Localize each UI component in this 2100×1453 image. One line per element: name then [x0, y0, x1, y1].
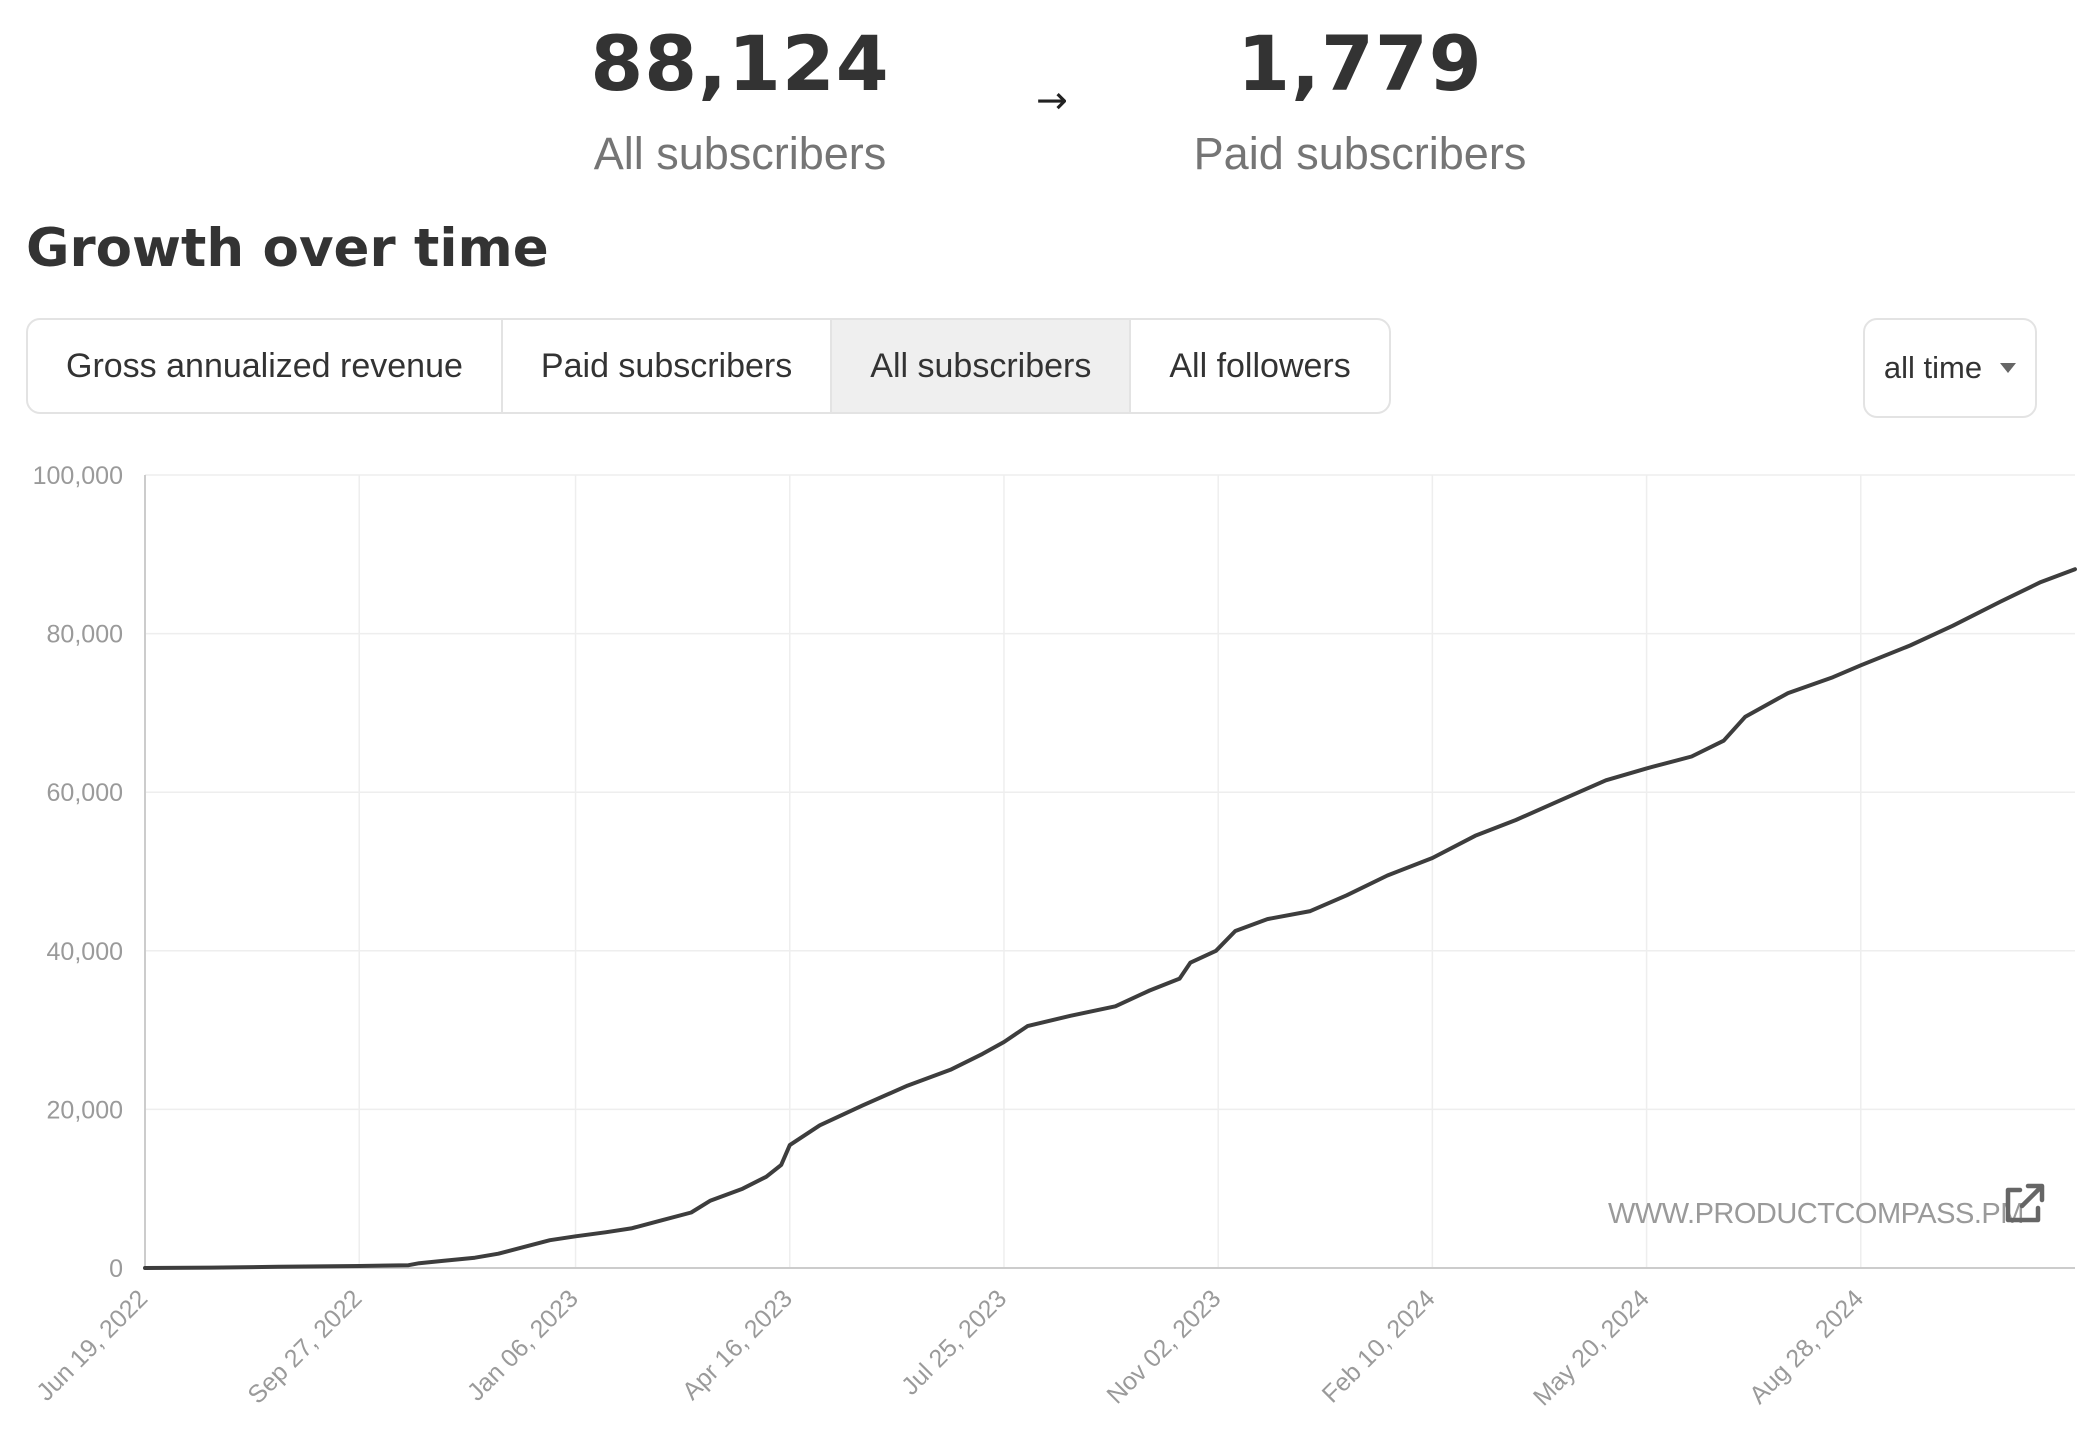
x-tick-label: Apr 16, 2023	[677, 1284, 798, 1405]
arrow-right-icon: →	[1036, 78, 1068, 122]
y-tick-label: 80,000	[47, 621, 123, 649]
paid-subscribers-value: 1,779	[1237, 19, 1483, 108]
tab-all-followers[interactable]: All followers	[1169, 346, 1351, 385]
y-tick-label: 60,000	[47, 779, 123, 807]
time-range-select[interactable]: all time	[1863, 318, 2037, 418]
time-range-value: all time	[1883, 350, 1983, 385]
y-tick-label: 40,000	[47, 938, 123, 966]
x-tick-label: Sep 27, 2022	[242, 1284, 367, 1409]
metric-tabs: Gross annualized revenue Paid subscriber…	[26, 318, 1391, 414]
growth-chart: 0 20,000 40,000 60,000 80,000 100,000 Jun 19,…	[31, 462, 2077, 1411]
y-tick-label: 100,000	[33, 462, 123, 490]
all-subscribers-label: All subscribers	[593, 128, 887, 179]
all-subscribers-value: 88,124	[590, 19, 890, 108]
paid-subscribers-stat: 1,779 Paid subscribers	[1080, 16, 1640, 184]
series-line	[143, 567, 2077, 1270]
tab-paid-subscribers[interactable]: Paid subscribers	[503, 320, 833, 412]
paid-subscribers-label: Paid subscribers	[1193, 128, 1527, 179]
watermark: WWW.PRODUCTCOMPASS.PM	[1608, 1198, 2024, 1230]
chart-axes	[144, 475, 2075, 1269]
chevron-down-icon	[2000, 363, 2017, 373]
x-tick-label: Aug 28, 2024	[1744, 1284, 1869, 1409]
tab-all-subscribers[interactable]: All subscribers	[832, 320, 1132, 412]
y-tick-label: 20,000	[47, 1096, 123, 1124]
all-subscribers-stat: 88,124 All subscribers	[460, 16, 1020, 184]
tab-gross-annualized-revenue[interactable]: Gross annualized revenue	[28, 320, 503, 412]
section-title: Growth over time	[26, 218, 549, 279]
x-tick-label: Jul 25, 2023	[896, 1284, 1012, 1400]
x-tick-label: May 20, 2024	[1528, 1284, 1655, 1411]
y-axis-ticks: 0 20,000 40,000 60,000 80,000 100,000	[33, 462, 123, 1283]
external-link-icon[interactable]	[2000, 1180, 2048, 1228]
x-axis-ticks: Jun 19, 2022 Sep 27, 2022 Jan 06, 2023 Apr …	[31, 1284, 1869, 1411]
y-tick-label: 0	[109, 1255, 123, 1283]
chart-series	[143, 567, 2077, 1270]
x-tick-label: Jun 19, 2022	[31, 1284, 153, 1406]
x-tick-label: Nov 02, 2023	[1101, 1284, 1226, 1409]
x-tick-label: Jan 06, 2023	[462, 1284, 584, 1406]
x-tick-label: Feb 10, 2024	[1317, 1284, 1441, 1408]
chart-grid	[145, 474, 2075, 1268]
